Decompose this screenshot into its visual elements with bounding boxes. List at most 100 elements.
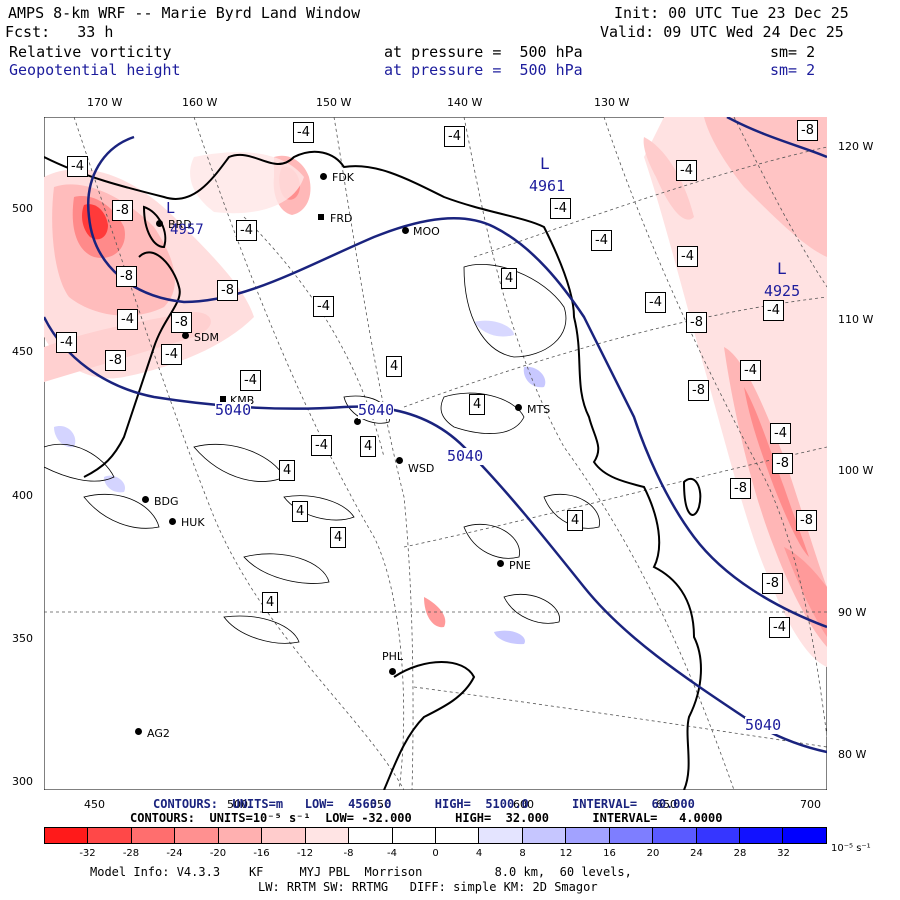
station-label: FRD bbox=[330, 212, 353, 225]
coastline bbox=[44, 150, 702, 790]
colorbar-swatch bbox=[392, 828, 436, 843]
station-marker bbox=[320, 173, 327, 180]
vorticity-label: -4 bbox=[645, 292, 666, 313]
colorbar-swatch bbox=[175, 828, 219, 843]
y-axis-label: 400 bbox=[12, 489, 33, 502]
station-marker bbox=[402, 227, 409, 234]
colorbar-label: -24 bbox=[166, 848, 183, 859]
lon-label-right: 90 W bbox=[838, 606, 867, 619]
vorticity-label: -8 bbox=[762, 573, 783, 594]
y-axis-label: 500 bbox=[12, 202, 33, 215]
low-center-value: 4961 bbox=[529, 177, 566, 195]
station-label: MTS bbox=[527, 403, 551, 416]
graticule bbox=[44, 117, 827, 790]
colorbar-label: 16 bbox=[603, 848, 616, 859]
colorbar-label: -4 bbox=[387, 848, 397, 859]
title: AMPS 8-km WRF -- Marie Byrd Land Window bbox=[8, 4, 361, 22]
colorbar-label: -12 bbox=[296, 848, 314, 859]
model-info-physics: LW: RRTM SW: RRTMG DIFF: simple KM: 2D S… bbox=[258, 880, 598, 894]
vorticity-label: -8 bbox=[796, 510, 817, 531]
vorticity-label: -4 bbox=[117, 309, 138, 330]
y-axis-label: 350 bbox=[12, 632, 33, 645]
station-label: SDM bbox=[194, 331, 219, 344]
colorbar-swatch bbox=[305, 828, 350, 843]
colorbar-label: -16 bbox=[253, 848, 270, 859]
x-axis-label: 600 bbox=[513, 798, 534, 811]
x-axis-label: 700 bbox=[800, 798, 821, 811]
vorticity-label: -4 bbox=[240, 370, 261, 391]
vorticity-label: -4 bbox=[676, 160, 697, 181]
low-center-symbol: L bbox=[777, 259, 787, 278]
vorticity-label: -4 bbox=[677, 246, 698, 267]
low-center-value: 4925 bbox=[764, 282, 801, 300]
model-info: Model Info: V4.3.3 KF MYJ PBL Morrison 8… bbox=[90, 865, 632, 879]
colorbar-swatch bbox=[566, 828, 610, 843]
station-label: WSD bbox=[408, 462, 435, 475]
valid-time: Valid: 09 UTC Wed 24 Dec 25 bbox=[600, 23, 844, 41]
vorticity-label: -8 bbox=[116, 266, 137, 287]
vorticity-label: -4 bbox=[161, 344, 182, 365]
vorticity-contour-info: CONTOURS: UNITS=10⁻⁵ s⁻¹ LOW= -32.000 HI… bbox=[130, 811, 723, 825]
vorticity-label: -4 bbox=[770, 423, 791, 444]
colorbar-label: 32 bbox=[777, 848, 790, 859]
height-label: 5040 bbox=[745, 716, 782, 734]
colorbar-swatch bbox=[783, 828, 826, 843]
colorbar-label: 12 bbox=[559, 848, 573, 859]
colorbar-label: 20 bbox=[646, 848, 660, 859]
colorbar-label: 8 bbox=[519, 848, 526, 859]
station-marker bbox=[135, 728, 142, 735]
positive-vorticity-shading bbox=[54, 320, 546, 645]
colorbar-label: 4 bbox=[475, 848, 483, 859]
vorticity-label: -4 bbox=[591, 230, 612, 251]
field2-name: Geopotential height bbox=[9, 61, 181, 79]
vorticity-label: 4 bbox=[292, 501, 309, 522]
vorticity-label: 4 bbox=[386, 356, 403, 377]
colorbar-label: 28 bbox=[733, 848, 747, 859]
colorbar-label: -8 bbox=[343, 848, 354, 859]
vorticity-label: 4 bbox=[469, 394, 486, 415]
x-axis-label: 500 bbox=[227, 798, 248, 811]
lon-label-top: 170 W bbox=[87, 96, 123, 109]
vorticity-label: -8 bbox=[217, 280, 238, 301]
height-contours bbox=[44, 117, 827, 754]
colorbar-label: 24 bbox=[690, 848, 703, 859]
height-label: 5040 bbox=[447, 447, 484, 465]
height-contour-info: CONTOURS: UNITS=m LOW= 4560.0 HIGH= 5100… bbox=[153, 797, 695, 811]
vorticity-label: 4 bbox=[279, 460, 296, 481]
vorticity-label: -4 bbox=[550, 198, 571, 219]
station-label: PNE bbox=[509, 559, 531, 572]
vorticity-label: -8 bbox=[112, 200, 133, 221]
colorbar-swatch bbox=[653, 828, 697, 843]
low-center-symbol: L bbox=[166, 199, 176, 217]
x-axis-label: 650 bbox=[656, 798, 677, 811]
low-center-value: 4957 bbox=[170, 222, 204, 238]
field2-smoothing: sm= 2 bbox=[770, 61, 816, 79]
station-marker bbox=[515, 404, 522, 411]
vorticity-label: 4 bbox=[330, 527, 347, 548]
colorbar-label: 0 bbox=[432, 848, 439, 859]
vorticity-label: -4 bbox=[313, 296, 334, 317]
station-marker bbox=[318, 214, 324, 220]
y-axis-label: 450 bbox=[12, 345, 33, 358]
negative-vorticity-shading bbox=[44, 117, 827, 667]
vorticity-label: -4 bbox=[293, 122, 314, 143]
x-axis-label: 450 bbox=[84, 798, 105, 811]
lon-label-right: 80 W bbox=[838, 748, 867, 761]
vorticity-label: -4 bbox=[56, 332, 77, 353]
vorticity-label: -4 bbox=[67, 156, 88, 177]
vorticity-label: 4 bbox=[501, 268, 518, 289]
station-label: BRD bbox=[168, 218, 192, 231]
colorbar-swatch bbox=[349, 828, 393, 843]
field2-level: at pressure = 500 hPa bbox=[384, 61, 583, 79]
colorbar-swatch bbox=[45, 828, 89, 843]
vorticity-label: -8 bbox=[730, 478, 751, 499]
colorbar-label: -20 bbox=[209, 848, 227, 859]
lon-label-top: 130 W bbox=[594, 96, 630, 109]
station-label: BDG bbox=[154, 495, 179, 508]
station-marker bbox=[142, 496, 149, 503]
station-label: FDK bbox=[332, 171, 355, 184]
colorbar-swatch bbox=[609, 828, 654, 843]
station-marker bbox=[182, 332, 189, 339]
colorbar-swatch bbox=[435, 828, 480, 843]
colorbar-swatch bbox=[479, 828, 523, 843]
